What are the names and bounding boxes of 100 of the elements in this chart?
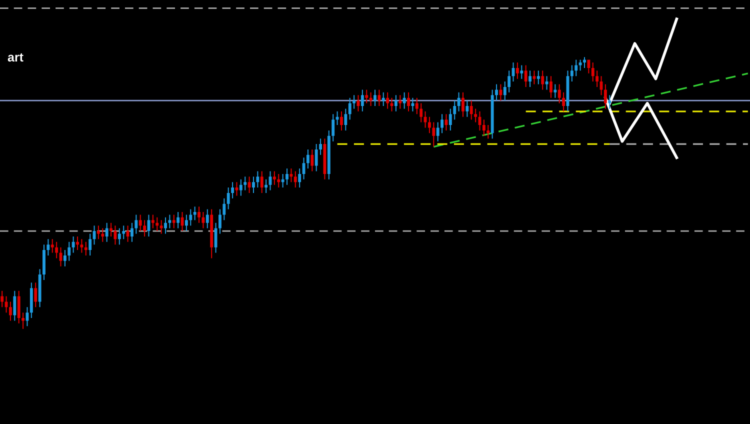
candlestick bbox=[244, 176, 247, 190]
candlestick bbox=[541, 70, 544, 90]
candlestick bbox=[252, 176, 255, 193]
candlestick bbox=[374, 90, 376, 106]
candlestick bbox=[474, 108, 478, 122]
candlestick bbox=[268, 171, 272, 190]
candlestick bbox=[134, 214, 138, 234]
candlestick bbox=[34, 282, 38, 308]
candlestick bbox=[440, 114, 444, 134]
candlestick bbox=[420, 103, 423, 122]
candlestick bbox=[218, 209, 222, 234]
candlestick bbox=[608, 95, 612, 109]
candlestick bbox=[528, 70, 532, 87]
candlestick bbox=[277, 174, 280, 188]
candlestick bbox=[105, 222, 108, 242]
candlestick bbox=[444, 114, 448, 130]
candlestick bbox=[314, 144, 318, 172]
candlestick bbox=[453, 100, 456, 120]
candlestick bbox=[499, 84, 502, 101]
candlestick bbox=[532, 70, 536, 84]
candlestick bbox=[147, 214, 150, 236]
candlestick bbox=[168, 214, 172, 228]
candlestick bbox=[490, 90, 494, 139]
candlestick bbox=[310, 149, 314, 172]
candlestick bbox=[520, 65, 524, 79]
candlestick bbox=[457, 92, 460, 112]
candlestick bbox=[198, 206, 200, 223]
candlestick bbox=[411, 98, 414, 112]
candlestick bbox=[72, 236, 75, 253]
candlestick bbox=[239, 179, 242, 196]
candlestick bbox=[369, 92, 372, 106]
candlestick bbox=[407, 92, 410, 112]
candlestick bbox=[122, 226, 126, 240]
candlestick bbox=[42, 244, 46, 280]
candlestick bbox=[4, 296, 8, 313]
candlestick bbox=[356, 95, 360, 112]
candlestick bbox=[332, 114, 335, 142]
candlestick bbox=[570, 65, 574, 82]
candlestick bbox=[189, 209, 192, 226]
candlestick bbox=[13, 290, 16, 321]
candlestick bbox=[156, 217, 159, 232]
candlestick bbox=[46, 239, 50, 256]
candlestick bbox=[88, 234, 92, 256]
candlestick bbox=[466, 100, 469, 117]
candlestick bbox=[260, 171, 264, 193]
candlestick bbox=[536, 70, 540, 84]
candlestick bbox=[340, 111, 343, 130]
candlestick bbox=[360, 90, 364, 112]
candlestick bbox=[583, 57, 586, 68]
candlestick bbox=[118, 228, 121, 245]
candlestick bbox=[415, 98, 418, 114]
candlestick bbox=[84, 242, 88, 256]
candlestick bbox=[272, 171, 276, 185]
candlestick bbox=[0, 290, 4, 308]
candlestick bbox=[382, 92, 385, 106]
candlestick bbox=[68, 242, 71, 261]
candlestick bbox=[365, 90, 368, 104]
candlestick bbox=[76, 236, 79, 250]
candlestick bbox=[516, 62, 519, 79]
candlestick bbox=[281, 174, 284, 188]
candlestick bbox=[143, 220, 146, 236]
candlestick bbox=[138, 214, 142, 232]
candlestick bbox=[394, 95, 398, 112]
candlestick bbox=[235, 182, 238, 196]
candlestick bbox=[202, 212, 205, 228]
candlestick bbox=[327, 130, 330, 180]
candlestick bbox=[30, 282, 33, 318]
candlestick bbox=[436, 122, 440, 142]
candlestick bbox=[9, 302, 12, 321]
candlestick bbox=[38, 269, 42, 308]
candlestick bbox=[352, 95, 356, 109]
candlestick bbox=[110, 222, 112, 236]
candlestick bbox=[578, 60, 582, 71]
candlestick bbox=[524, 65, 528, 87]
candlestick bbox=[550, 76, 552, 98]
candlestick bbox=[495, 84, 498, 101]
candlestick bbox=[172, 214, 176, 228]
candlestick bbox=[151, 214, 154, 228]
candlestick bbox=[558, 84, 561, 104]
candlestick bbox=[222, 198, 226, 220]
candlestick bbox=[319, 138, 322, 155]
candlestick bbox=[226, 188, 230, 210]
text: art bbox=[8, 53, 24, 62]
candlestick bbox=[306, 149, 310, 169]
candlestick bbox=[508, 70, 511, 92]
candlestick bbox=[482, 120, 486, 136]
candlestick bbox=[591, 62, 594, 82]
candlestick bbox=[428, 116, 431, 134]
candlestick bbox=[55, 242, 58, 258]
candlestick bbox=[231, 182, 234, 198]
candlestick bbox=[574, 60, 578, 76]
candlestick bbox=[22, 312, 25, 329]
candlestick bbox=[348, 98, 352, 120]
candlestick bbox=[101, 228, 104, 242]
candlestick bbox=[432, 122, 436, 147]
candlestick bbox=[298, 168, 302, 188]
candlestick bbox=[290, 168, 293, 182]
candlestick bbox=[130, 222, 134, 242]
candlestick bbox=[193, 206, 196, 220]
candlestick bbox=[63, 250, 66, 266]
